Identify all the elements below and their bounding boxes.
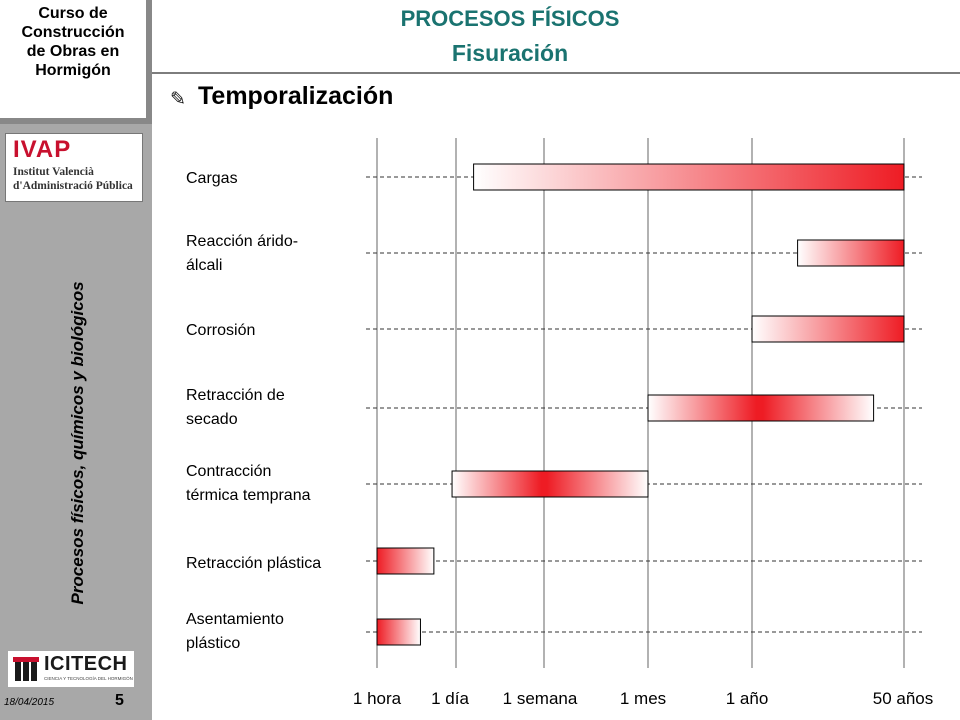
x-tick-label: 1 año bbox=[725, 689, 769, 708]
ivap-name-line-2: d'Administració Pública bbox=[13, 180, 133, 192]
icitech-mark-icon bbox=[13, 657, 39, 681]
row-label: Reacción árido- álcali bbox=[186, 233, 299, 274]
x-tick-label: 1 hora bbox=[352, 689, 402, 708]
row-label: Asentamiento plástico bbox=[186, 611, 284, 652]
timeline-bar bbox=[473, 163, 905, 191]
header-divider bbox=[152, 72, 960, 74]
x-tick-label: 1 semana bbox=[502, 689, 578, 708]
timeline-bar bbox=[647, 394, 875, 422]
timeline-bar bbox=[376, 618, 421, 646]
x-tick-label: 1 mes bbox=[619, 689, 667, 708]
timeline-bar bbox=[376, 547, 435, 575]
row-label: Retracción plástica bbox=[186, 555, 322, 572]
sidebar: Curso de Construcción de Obras en Hormig… bbox=[0, 0, 152, 720]
row-label: Contracción térmica temprana bbox=[186, 463, 311, 504]
pencil-icon: ✎ bbox=[170, 89, 186, 110]
icitech-tagline: CIENCIA Y TECNOLOGÍA DEL HORMIGÓN bbox=[44, 676, 133, 681]
page-title: PROCESOS FÍSICOS bbox=[400, 6, 620, 31]
row-label: Cargas bbox=[186, 170, 238, 187]
slide-number: 5 bbox=[115, 692, 124, 709]
icitech-name: ICITECH bbox=[44, 653, 128, 675]
timeline-bar bbox=[751, 315, 905, 343]
x-tick-label: 50 años bbox=[872, 689, 934, 708]
page-subtitle: Fisuración bbox=[451, 40, 569, 66]
slide-date: 18/04/2015 bbox=[4, 697, 55, 708]
ivap-name-line-1: Institut Valencià bbox=[13, 166, 94, 178]
icitech-logo: ICITECH CIENCIA Y TECNOLOGÍA DEL HORMIGÓ… bbox=[8, 651, 134, 687]
course-title: Curso de Construcción de Obras en Hormig… bbox=[21, 5, 125, 79]
timeline-bar bbox=[451, 470, 649, 498]
row-label: Retracción de secado bbox=[186, 387, 285, 428]
ivap-acronym: IVAP bbox=[13, 136, 72, 163]
x-tick-label: 1 día bbox=[431, 689, 469, 708]
timeline-bar bbox=[797, 239, 905, 267]
ivap-logo: IVAP Institut Valencià d'Administració P… bbox=[5, 133, 143, 202]
section-title: Temporalización bbox=[198, 82, 394, 110]
course-header-box: Curso de Construcción de Obras en Hormig… bbox=[0, 0, 152, 124]
row-label: Corrosión bbox=[186, 322, 256, 339]
